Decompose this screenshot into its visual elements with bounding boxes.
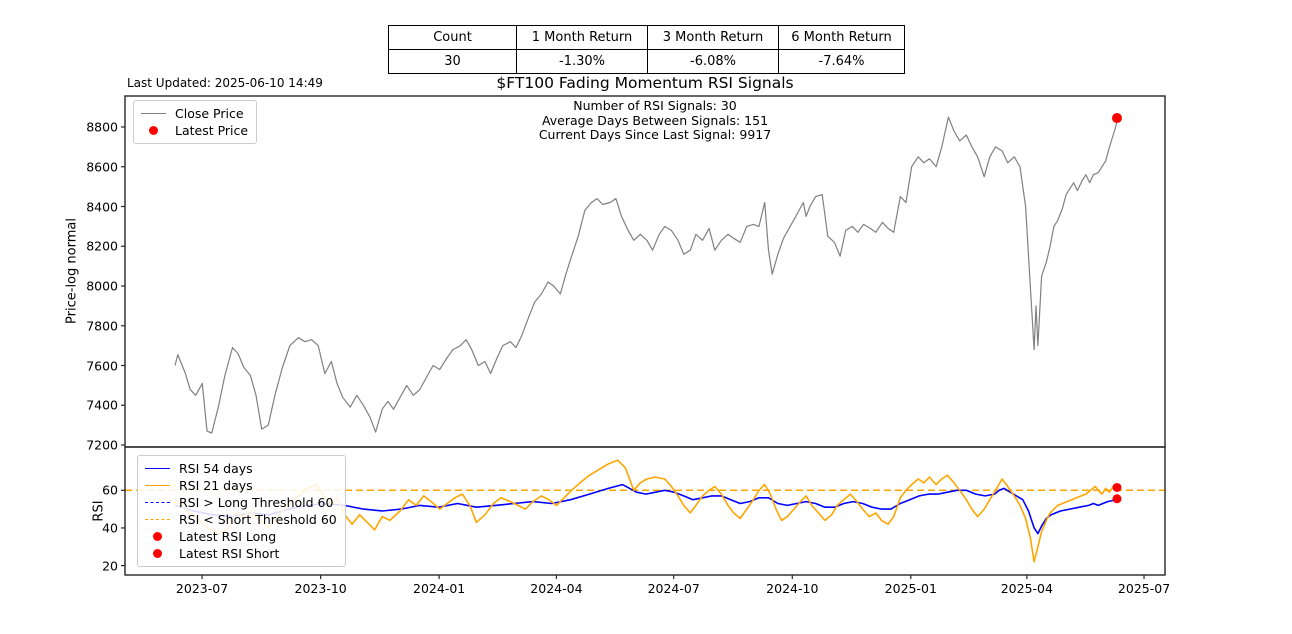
rsi-legend: RSI 54 days RSI 21 days RSI > Long Thresho… — [137, 455, 346, 567]
table-value-row: 30 -1.30% -6.08% -7.64% — [388, 49, 905, 74]
annotation-line-days-since: Current Days Since Last Signal: 9917 — [538, 127, 772, 142]
rsi-21-days-line — [174, 459, 1118, 563]
latest-rsi-dot — [1112, 494, 1122, 504]
price-y-axis-label: Price-log normal — [64, 218, 80, 324]
price-y-tick-label: 8400 — [86, 199, 118, 214]
legend-line-icon — [145, 468, 170, 469]
legend-label: RSI > Long Threshold 60 — [179, 495, 334, 510]
legend-dashed-icon — [145, 502, 170, 503]
rsi-y-tick-label: 60 — [102, 482, 118, 498]
price-y-tick-label: 7600 — [86, 358, 118, 373]
legend-dot-icon — [149, 126, 158, 135]
latest-price-dot — [1112, 113, 1122, 124]
table-value-count: 30 — [388, 49, 517, 74]
last-updated-text: Last Updated: 2025-06-10 14:49 — [127, 76, 323, 90]
price-y-tick-label: 8800 — [86, 119, 118, 135]
x-tick-label: 2024-01 — [413, 581, 466, 596]
price-y-tick-label: 7800 — [86, 318, 118, 334]
latest-rsi-dot — [1112, 482, 1122, 492]
table-header-3m: 3 Month Return — [647, 25, 779, 50]
legend-label: RSI 54 days — [179, 461, 253, 476]
chart-title: $FT100 Fading Momentum RSI Signals — [496, 74, 794, 92]
table-value-1m: -1.30% — [516, 49, 648, 74]
legend-item: RSI > Long Threshold 60 — [145, 494, 337, 511]
x-tick-label: 2023-07 — [175, 581, 229, 596]
legend-line-icon — [145, 485, 170, 486]
rsi-y-axis-label: RSI — [91, 500, 107, 522]
price-panel-frame — [124, 95, 1166, 448]
table-header-count: Count — [388, 25, 517, 50]
legend-label: RSI 21 days — [179, 478, 253, 493]
x-tick-label: 2024-04 — [530, 581, 583, 596]
annotation-line-signals: Number of RSI Signals: 30 — [573, 98, 737, 113]
legend-label: Latest Price — [175, 123, 249, 138]
price-y-tick-label: 8000 — [86, 278, 118, 294]
table-value-6m: -7.64% — [778, 49, 905, 74]
signals-annotation: Number of RSI Signals: 30 Average Days B… — [455, 98, 855, 143]
rsi-y-tick-label: 20 — [102, 558, 118, 574]
x-tick-label: 2024-07 — [647, 581, 700, 596]
price-y-tick-label: 8200 — [86, 238, 118, 254]
price-y-tick-label: 7400 — [86, 397, 118, 413]
table-header-row: Count 1 Month Return 3 Month Return 6 Mo… — [388, 25, 905, 50]
legend-label: RSI < Short Threshold 60 — [179, 512, 337, 527]
price-legend: Close Price Latest Price — [133, 100, 258, 144]
legend-item: Latest Price — [141, 122, 248, 139]
legend-item: Latest RSI Short — [145, 545, 337, 562]
table-value-3m: -6.08% — [647, 49, 779, 74]
legend-item: Latest RSI Long — [145, 528, 337, 545]
returns-summary-table: Count 1 Month Return 3 Month Return 6 Mo… — [388, 25, 905, 74]
x-tick-label: 2025-01 — [884, 581, 937, 596]
close-price-line — [174, 116, 1118, 434]
legend-line-icon — [141, 113, 166, 114]
rsi-panel-frame — [124, 446, 1166, 576]
rsi-54-days-line — [174, 483, 1118, 535]
price-y-tick-label: 7200 — [86, 437, 118, 453]
legend-dot-icon — [153, 532, 162, 541]
table-header-6m: 6 Month Return — [778, 25, 905, 50]
legend-label: Close Price — [175, 106, 244, 121]
annotation-line-avg-days: Average Days Between Signals: 151 — [541, 112, 769, 128]
legend-item: RSI 21 days — [145, 477, 337, 494]
x-tick-label: 2025-04 — [1000, 581, 1053, 596]
x-tick-label: 2023-10 — [294, 581, 347, 596]
legend-label: Latest RSI Long — [179, 529, 277, 544]
legend-label: Latest RSI Short — [179, 546, 280, 561]
x-tick-label: 2024-10 — [766, 581, 819, 596]
legend-item: RSI < Short Threshold 60 — [145, 511, 337, 528]
legend-item: Close Price — [141, 105, 248, 122]
price-y-tick-label: 8600 — [86, 159, 118, 175]
table-header-1m: 1 Month Return — [516, 25, 648, 50]
legend-dashed-icon — [145, 519, 170, 520]
legend-item: RSI 54 days — [145, 460, 337, 477]
x-tick-label: 2025-07 — [1117, 581, 1171, 596]
legend-dot-icon — [153, 549, 162, 558]
rsi-y-tick-label: 40 — [102, 520, 118, 536]
